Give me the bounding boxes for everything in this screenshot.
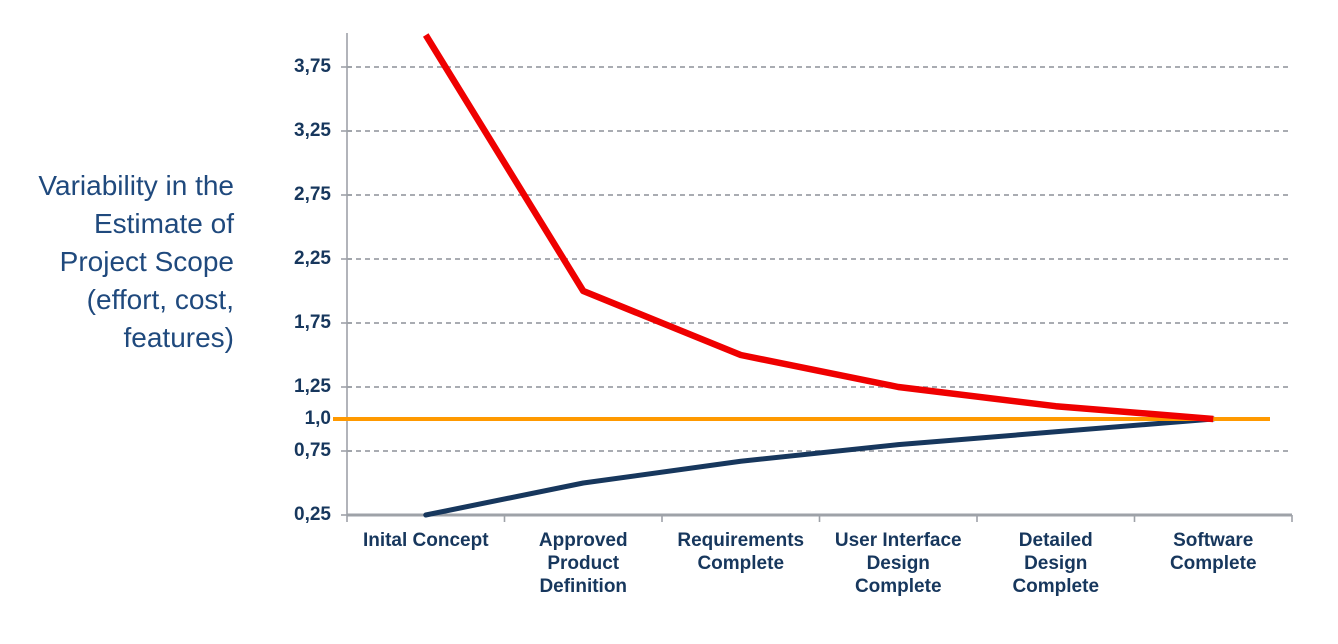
- y-tick-label: 1,25: [294, 376, 331, 397]
- x-category-label: Detailed Design Complete: [1012, 530, 1100, 597]
- x-category-label: Inital Concept: [362, 530, 489, 551]
- x-category-label: User Interface Design Complete: [834, 530, 962, 597]
- x-category-label: Approved Product Definition: [538, 530, 628, 597]
- y-tick-label: 3,25: [294, 120, 331, 141]
- y-tick-label: 2,25: [294, 248, 331, 269]
- y-tick-label: 1,75: [294, 312, 331, 333]
- lower-estimate-line: [423, 416, 1216, 518]
- x-category-label: Software Complete: [1169, 530, 1257, 574]
- y-axis-title: Variability in the Estimate of Project S…: [38, 170, 234, 353]
- y-tick-label: 1,0: [304, 408, 331, 429]
- y-tick-label: 3,75: [294, 56, 331, 77]
- upper-estimate-line: [422, 33, 1214, 423]
- y-tick-label: 0,75: [294, 440, 331, 461]
- x-category-label: Requirements Complete: [677, 530, 805, 574]
- y-tick-label: 0,25: [294, 504, 331, 525]
- y-tick-label: 2,75: [294, 184, 331, 205]
